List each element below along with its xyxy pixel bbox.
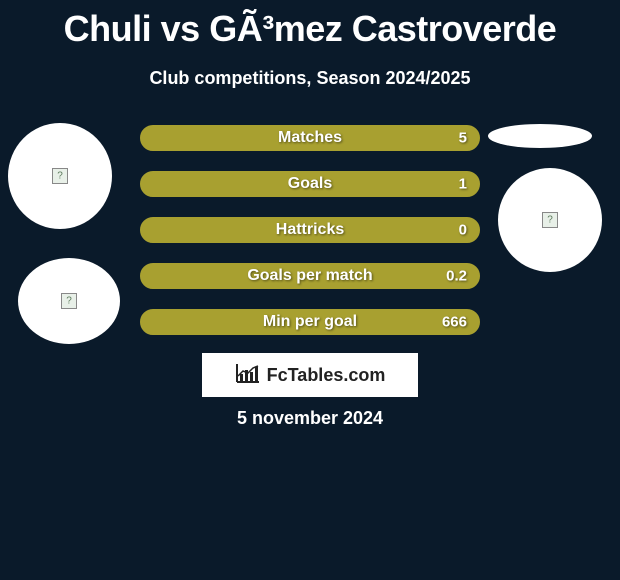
- stats-list: Matches 5 Goals 1 Hattricks 0 Goals per …: [140, 125, 480, 355]
- stat-label: Min per goal: [263, 313, 357, 331]
- image-placeholder-icon: [52, 168, 68, 184]
- date-text: 5 november 2024: [0, 408, 620, 429]
- player1-avatar: [8, 123, 112, 229]
- image-placeholder-icon: [542, 212, 558, 228]
- stat-value: 0.2: [446, 268, 467, 285]
- stat-value: 666: [442, 314, 467, 331]
- team1-badge: [18, 258, 120, 344]
- stat-value: 0: [459, 222, 467, 239]
- stat-value: 5: [459, 130, 467, 147]
- bar-chart-icon: [235, 362, 261, 389]
- page-title: Chuli vs GÃ³mez Castroverde: [0, 0, 620, 50]
- stat-value: 1: [459, 176, 467, 193]
- stat-row-min-per-goal: Min per goal 666: [140, 309, 480, 335]
- logo-text: FcTables.com: [267, 365, 386, 386]
- player2-avatar: [498, 168, 602, 272]
- page-subtitle: Club competitions, Season 2024/2025: [0, 68, 620, 89]
- stat-row-goals-per-match: Goals per match 0.2: [140, 263, 480, 289]
- stat-label: Matches: [278, 129, 342, 147]
- stat-row-hattricks: Hattricks 0: [140, 217, 480, 243]
- image-placeholder-icon: [61, 293, 77, 309]
- fctables-logo[interactable]: FcTables.com: [202, 353, 418, 397]
- stat-label: Goals per match: [247, 267, 372, 285]
- decorative-ellipse: [488, 124, 592, 148]
- stat-row-goals: Goals 1: [140, 171, 480, 197]
- stat-label: Goals: [288, 175, 332, 193]
- stat-row-matches: Matches 5: [140, 125, 480, 151]
- stat-label: Hattricks: [276, 221, 344, 239]
